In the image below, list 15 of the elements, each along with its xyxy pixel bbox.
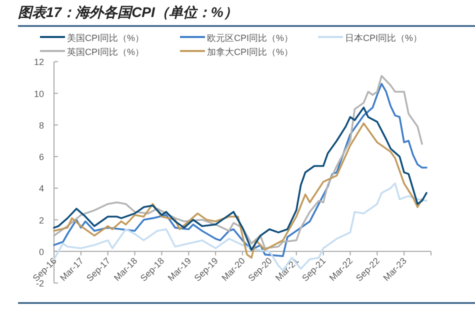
- legend-label: 美国CPI同比（%）: [67, 33, 144, 43]
- legend-label: 英国CPI同比（%）: [67, 47, 144, 57]
- title: 图表17：海外各国CPI（单位：%）: [18, 4, 238, 20]
- legend-label: 加拿大CPI同比（%）: [207, 47, 294, 57]
- y-tick-label: 10: [34, 88, 44, 99]
- legend-label: 日本CPI同比（%）: [345, 33, 422, 43]
- y-tick-label: 2: [38, 215, 44, 226]
- legend-label: 欧元区CPI同比（%）: [207, 33, 294, 43]
- y-tick-label: 0: [38, 246, 44, 257]
- y-tick-label: 8: [38, 120, 44, 130]
- y-tick-label: 6: [38, 152, 44, 162]
- y-tick-label: 12: [34, 57, 44, 68]
- line-series: [53, 122, 423, 259]
- line-series: [53, 106, 428, 251]
- y-tick-label: 4: [38, 184, 44, 194]
